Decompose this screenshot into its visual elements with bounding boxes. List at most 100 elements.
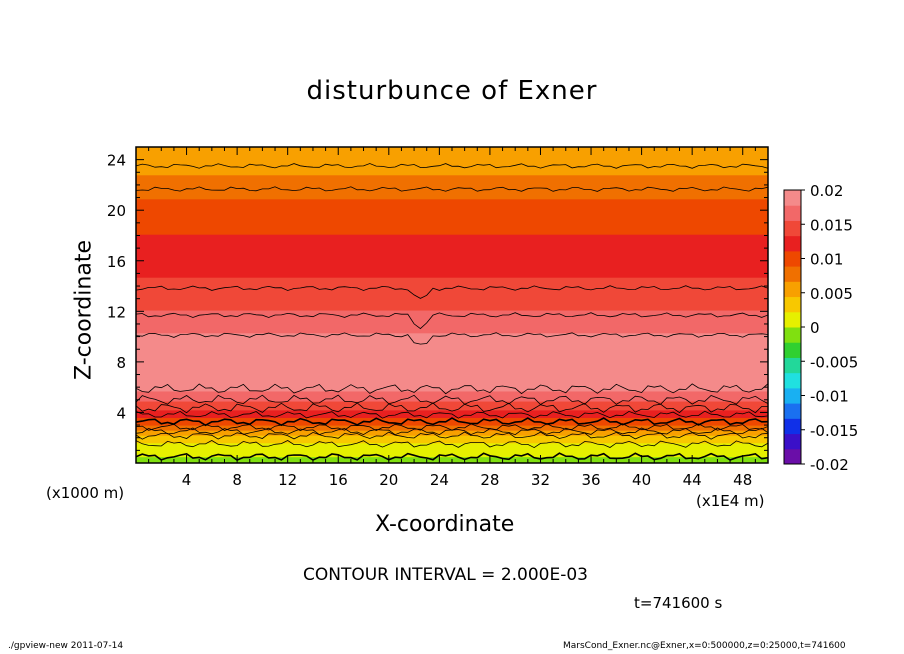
contour-band <box>136 361 768 364</box>
colorbar-label: -0.01 <box>810 388 849 406</box>
contour-band <box>136 151 768 154</box>
contour-band <box>136 420 768 424</box>
contour-band <box>136 339 768 343</box>
contour-band <box>136 333 768 336</box>
contour-band <box>136 284 768 287</box>
contour-band <box>136 386 768 389</box>
contour-band <box>136 229 768 233</box>
contour-band <box>136 435 768 439</box>
contour-band <box>136 371 768 374</box>
contour-band <box>136 305 768 309</box>
contour-band <box>136 346 768 349</box>
contour-band <box>136 237 768 240</box>
contour-band <box>136 351 768 354</box>
x-unit-note: (x1E4 m) <box>696 492 765 510</box>
contour-band <box>136 154 768 157</box>
contour-band <box>136 274 768 277</box>
contour-band <box>136 300 768 303</box>
contour-band <box>136 226 768 229</box>
contour-band <box>136 205 768 209</box>
contour-band <box>136 185 768 188</box>
colorbar-swatch <box>784 433 801 450</box>
x-tick-label: 28 <box>480 471 499 489</box>
contour-band <box>136 192 768 195</box>
contour-band <box>136 236 768 239</box>
colorbar-swatch <box>784 448 801 465</box>
contour-band <box>136 275 768 278</box>
x-tick-label: 24 <box>430 471 449 489</box>
contour-band <box>136 210 768 214</box>
contour-band <box>136 295 768 298</box>
contour-band <box>136 332 768 335</box>
contour-band <box>136 430 768 434</box>
contour-band <box>136 246 768 249</box>
contour-band <box>136 427 768 430</box>
contour-band <box>136 344 768 348</box>
contour-band <box>136 308 768 311</box>
contour-band <box>136 166 768 169</box>
contour-band <box>136 261 768 264</box>
contour-band <box>136 299 768 302</box>
contour-interval-label: CONTOUR INTERVAL = 2.000E-03 <box>303 565 588 585</box>
contour-band <box>136 405 768 408</box>
colorbar-label: 0.015 <box>810 216 853 234</box>
contour-band <box>136 222 768 225</box>
x-tick-label: 8 <box>232 471 242 489</box>
contour-band <box>136 312 768 315</box>
contour-band <box>136 385 768 388</box>
contour-band <box>136 256 768 259</box>
y-tick-label: 24 <box>107 152 126 170</box>
contour-band <box>136 159 768 162</box>
contour-band <box>136 232 768 235</box>
contour-band <box>136 396 768 400</box>
colorbar-swatch <box>784 250 801 267</box>
contour-band <box>136 291 768 295</box>
contour-band <box>136 296 768 300</box>
contour-band <box>136 255 768 258</box>
contour-band <box>136 331 768 334</box>
colorbar-swatch <box>784 327 801 343</box>
contour-band <box>136 213 768 216</box>
x-axis-title: X-coordinate <box>375 512 515 537</box>
contour-band <box>136 447 768 450</box>
contour-band <box>136 444 768 448</box>
contour-band <box>136 167 768 171</box>
contour-band <box>136 277 768 281</box>
contour-band <box>136 377 768 381</box>
contour-band <box>136 329 768 333</box>
contour-band <box>136 253 768 257</box>
contour-band <box>136 360 768 363</box>
contour-band <box>136 336 768 339</box>
contour-band <box>136 266 768 269</box>
time-label: t=741600 s <box>634 594 723 612</box>
contour-band <box>136 409 768 412</box>
contour-band <box>136 391 768 394</box>
contour-band <box>136 243 768 247</box>
contour-band <box>136 212 768 215</box>
contour-band <box>136 214 768 218</box>
contour-band <box>136 233 768 236</box>
contour-band <box>136 438 768 441</box>
colorbar-label: -0.015 <box>810 422 858 440</box>
contour-line <box>136 186 768 192</box>
contour-band <box>136 184 768 187</box>
contour-band <box>136 408 768 411</box>
contour-band <box>136 353 768 357</box>
contour-line <box>136 383 768 395</box>
contour-band <box>136 441 768 444</box>
contour-band <box>136 208 768 211</box>
contour-band <box>136 315 768 319</box>
contour-band <box>136 418 768 421</box>
contour-line <box>136 394 768 405</box>
contour-band <box>136 365 768 368</box>
contour-band <box>136 234 768 238</box>
colorbar-swatch <box>784 205 801 221</box>
contour-band <box>136 223 768 226</box>
colorbar-swatch <box>784 403 801 419</box>
contour-band <box>136 389 768 392</box>
contour-band <box>136 207 768 210</box>
contour-band <box>136 183 768 186</box>
contour-band <box>136 358 768 362</box>
y-tick-label: 16 <box>107 253 126 271</box>
contour-band <box>136 379 768 382</box>
